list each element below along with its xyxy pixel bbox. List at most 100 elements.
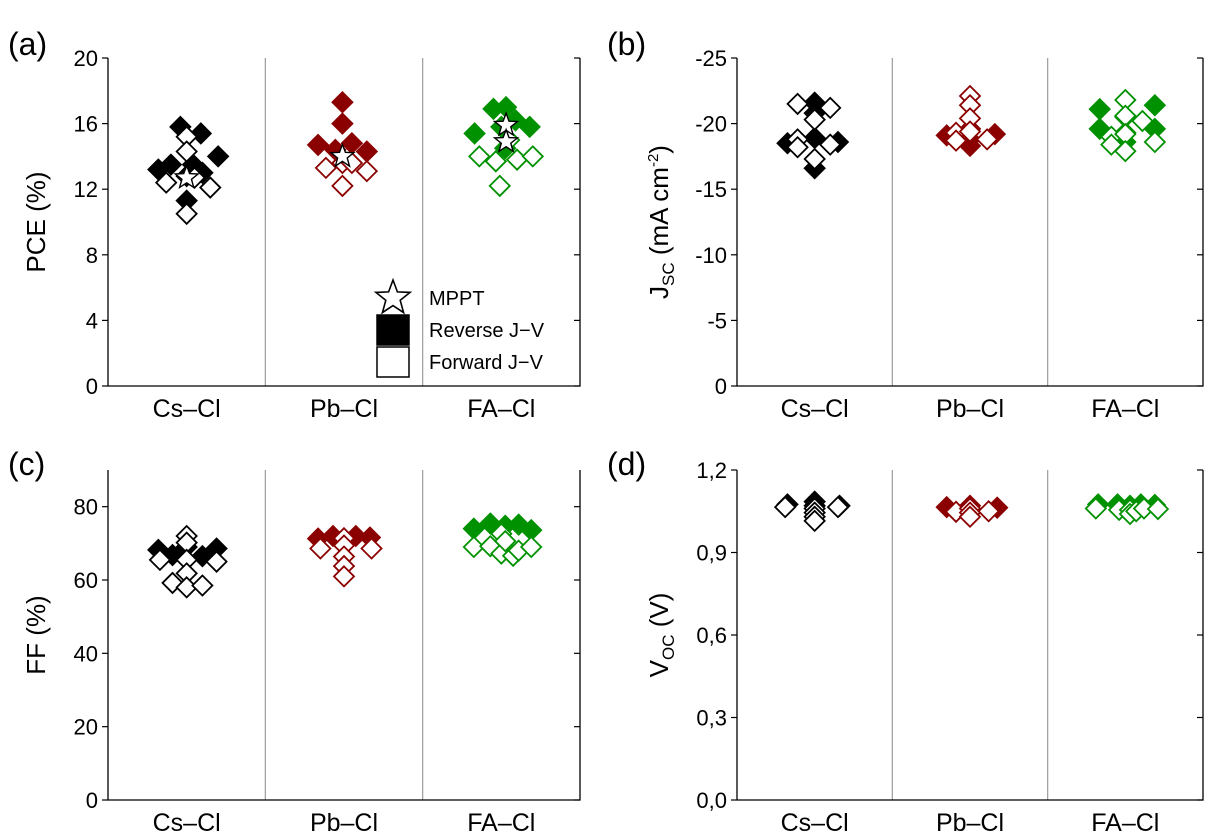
reverse-jv-point [1088,97,1111,121]
y-tick-label: 80 [74,495,98,520]
forward-jv-point [958,120,982,143]
legend-filled-square-icon [376,314,410,346]
category-label: Pb–Cl [310,809,378,837]
y-tick-label: 60 [74,568,98,593]
category-label: Cs–Cl [153,809,221,837]
axis-frame [736,58,1204,387]
legend-label: Forward J−V [429,352,544,374]
forward-jv-point [826,495,850,519]
forward-jv-point [519,535,543,559]
y-axis-label: VOC (V) [644,593,678,678]
y-tick-label: 0,9 [696,541,727,566]
forward-jv-point [786,135,809,159]
forward-jv-point [944,129,968,152]
axis-frame [107,470,581,801]
forward-jv-point [786,92,809,116]
forward-jv-point [521,145,545,168]
forward-jv-point [332,565,356,588]
y-tick-label: 20 [74,715,98,740]
panel-label: (b) [607,26,646,62]
forward-jv-point [468,145,491,168]
reverse-jv-point [331,91,354,114]
panel-label: (a) [8,26,47,62]
forward-jv-point [175,140,198,163]
category-label: Cs–Cl [781,395,849,423]
panel-b-jsc: (b) 0 -5 -10 -15 -20 -25 Cs–Cl Pb–Cl FA–Cl JSC (mA… [607,26,1204,423]
forward-jv-point [360,537,383,560]
y-tick-label: -20 [695,112,727,137]
y-tick-label: -25 [695,46,727,71]
axis-frame [107,58,581,387]
forward-jv-point [818,96,842,120]
forward-jv-point [493,529,517,553]
y-tick-label: 20 [74,46,98,71]
forward-jv-point [198,176,222,199]
category-label: Pb–Cl [310,395,378,423]
y-tick-label: 40 [74,641,98,666]
forward-jv-point [331,174,354,198]
forward-jv-point [803,509,826,533]
reverse-jv-point [504,109,527,132]
forward-jv-point [1143,130,1167,154]
panel-label: (d) [607,446,646,482]
forward-jv-point [148,548,172,572]
forward-jv-point [484,150,508,173]
forward-jv-point [205,550,228,573]
category-label: FA–Cl [1091,809,1159,837]
category-label: Pb–Cl [936,809,1004,837]
forward-jv-point [818,133,842,156]
forward-jv-point [803,108,826,131]
y-tick-label: 1,2 [696,458,727,483]
panel-d-voc: (d) 0,0 0,3 0,6 0,9 1,2 Cs–Cl Pb–Cl FA–Cl VOC (V) [607,446,1204,837]
y-tick-label: 0 [86,374,98,399]
category-label: Cs–Cl [153,395,221,423]
reverse-jv-point [306,133,330,157]
reverse-jv-point [463,122,486,145]
forward-jv-point [803,147,826,171]
forward-jv-point [309,537,332,560]
panel-c-ff: (c) 0 20 40 60 80 Cs–Cl Pb–Cl FA–Cl FF (%) [8,446,581,837]
forward-jv-point [488,174,512,198]
reverse-jv-point [462,517,486,540]
forward-jv-point [154,171,178,194]
category-label: FA–Cl [1091,395,1159,423]
reverse-jv-point [1143,93,1167,117]
mppt-star-point [173,163,200,189]
forward-jv-point [975,128,999,151]
category-label: Cs–Cl [781,809,849,837]
mppt-star-point [329,142,356,168]
y-tick-label: 12 [74,177,98,202]
y-tick-label: -10 [695,243,727,268]
forward-jv-point [1114,139,1137,163]
forward-jv-point [773,495,797,519]
y-axis-label: PCE (%) [21,171,51,272]
y-tick-label: 0,0 [696,788,727,813]
y-tick-label: 0 [715,374,727,399]
reverse-jv-point [479,512,502,535]
forward-jv-point [1114,104,1137,128]
forward-jv-point [314,156,338,180]
forward-jv-point [191,574,214,597]
y-tick-label: 4 [86,308,98,333]
forward-jv-point [977,499,1000,523]
reverse-jv-point [206,145,230,168]
forward-jv-point [958,505,982,529]
panel-label: (c) [8,446,45,482]
y-tick-label: 0,6 [696,623,727,648]
legend-label: MPPT [429,288,485,310]
y-tick-label: 0,3 [696,706,727,731]
y-axis-label: JSC (mA cm-2) [644,145,678,299]
forward-jv-point [1131,109,1154,133]
y-tick-label: -5 [707,308,727,333]
mppt-star-point [492,127,520,153]
legend-open-square-icon [376,346,410,378]
y-tick-label: 8 [86,243,98,268]
y-tick-label: -15 [695,177,727,202]
reverse-jv-point [159,153,183,176]
y-tick-label: 0 [86,788,98,813]
forward-jv-point [355,159,379,183]
y-axis-label: FF (%) [21,595,51,674]
y-tick-label: 16 [74,112,98,137]
legend-star-icon [373,277,413,315]
